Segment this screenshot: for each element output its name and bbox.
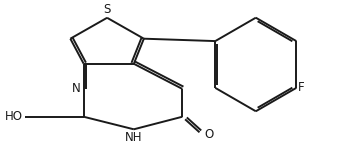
Text: S: S bbox=[103, 3, 111, 16]
Text: O: O bbox=[204, 128, 214, 141]
Text: NH: NH bbox=[125, 131, 142, 144]
Text: N: N bbox=[72, 82, 81, 95]
Text: HO: HO bbox=[5, 110, 23, 123]
Text: F: F bbox=[298, 81, 305, 94]
